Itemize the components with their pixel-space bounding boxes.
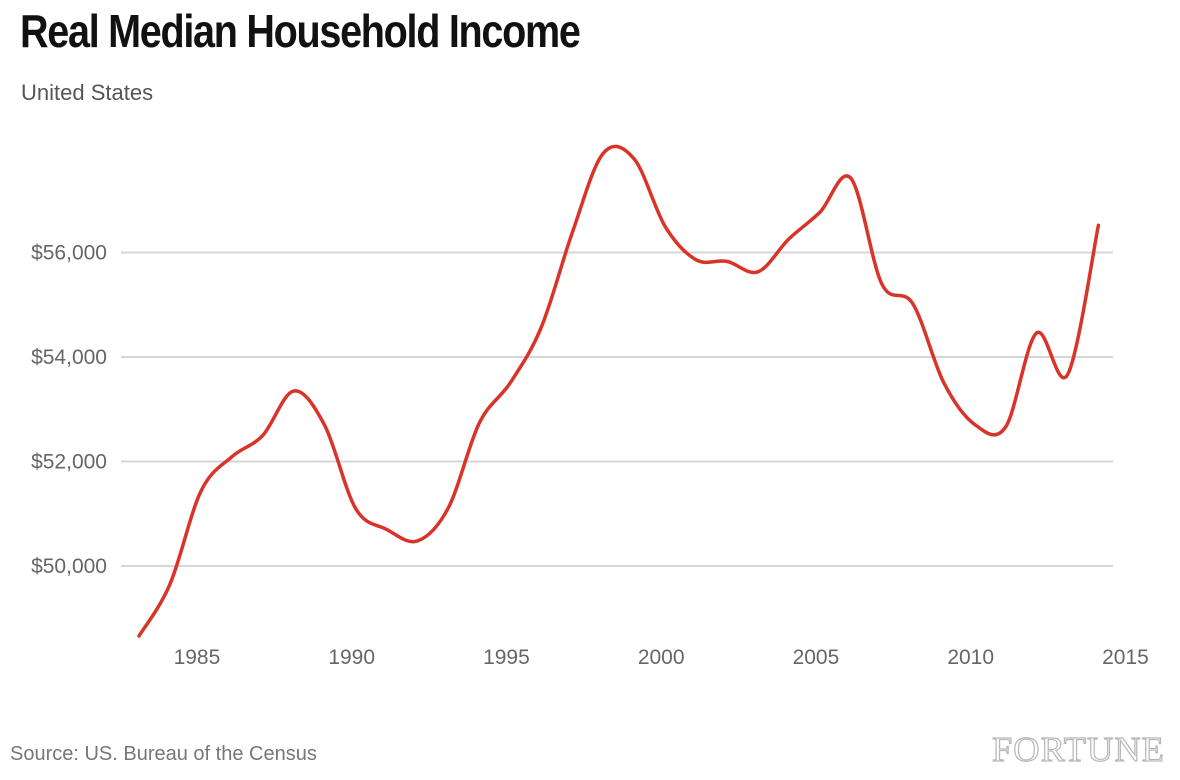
data-point-2012 xyxy=(1004,425,1008,429)
data-point-2007 xyxy=(849,176,853,180)
y-tick-label: $56,000 xyxy=(31,242,107,265)
data-point-1989 xyxy=(292,389,296,393)
data-point-1993 xyxy=(416,539,420,543)
y-axis-ticks: $50,000 $52,000 $54,000 $56,000 xyxy=(31,242,107,579)
data-point-1992 xyxy=(385,527,389,531)
data-point-1998 xyxy=(570,231,574,235)
x-tick-label: 2005 xyxy=(793,646,840,669)
x-tick-label: 1985 xyxy=(174,646,221,669)
data-point-1987 xyxy=(230,455,234,459)
data-point-1996 xyxy=(508,381,512,385)
data-point-1988 xyxy=(261,433,265,437)
data-point-2011 xyxy=(973,422,977,426)
data-point-2009 xyxy=(911,302,915,306)
data-point-1997 xyxy=(539,325,543,329)
y-tick-label: $50,000 xyxy=(31,555,107,578)
data-point-2005 xyxy=(787,237,791,241)
data-point-1994 xyxy=(447,505,451,509)
data-point-2001 xyxy=(663,224,667,228)
data-point-2000 xyxy=(632,157,636,161)
chart-subtitle: United States xyxy=(21,80,154,105)
x-tick-label: 2010 xyxy=(947,646,994,669)
data-point-2008 xyxy=(880,282,884,286)
data-point-1991 xyxy=(354,507,358,511)
data-point-2002 xyxy=(694,258,698,262)
data-point-2004 xyxy=(756,270,760,274)
data-point-2014 xyxy=(1066,373,1070,377)
x-tick-label: 1995 xyxy=(483,646,530,669)
chart-title: Real Median Household Income xyxy=(20,5,581,57)
x-tick-label: 2015 xyxy=(1102,646,1149,669)
data-point-1986 xyxy=(199,489,203,493)
data-point-2003 xyxy=(725,259,729,263)
data-point-2013 xyxy=(1035,331,1039,335)
source-note: Source: US. Bureau of the Census xyxy=(10,743,317,765)
data-points xyxy=(137,151,1100,638)
data-point-1999 xyxy=(601,151,605,155)
data-point-1995 xyxy=(477,421,481,425)
data-point-1985 xyxy=(168,582,172,586)
data-point-2010 xyxy=(942,381,946,385)
x-tick-label: 2000 xyxy=(638,646,685,669)
x-tick-label: 1990 xyxy=(328,646,375,669)
y-tick-label: $54,000 xyxy=(31,346,107,369)
data-point-1984 xyxy=(137,634,141,638)
data-point-2015 xyxy=(1096,223,1100,227)
series-line-0 xyxy=(137,144,1101,638)
y-tick-label: $52,000 xyxy=(31,451,107,474)
fortune-logo: FORTUNE xyxy=(991,729,1165,769)
x-axis-ticks: 1985 1990 1995 2000 2005 2010 2015 xyxy=(174,646,1149,669)
data-point-1990 xyxy=(323,423,327,427)
series-layer xyxy=(137,144,1101,638)
data-point-2006 xyxy=(818,210,822,214)
gridlines xyxy=(121,251,1113,567)
